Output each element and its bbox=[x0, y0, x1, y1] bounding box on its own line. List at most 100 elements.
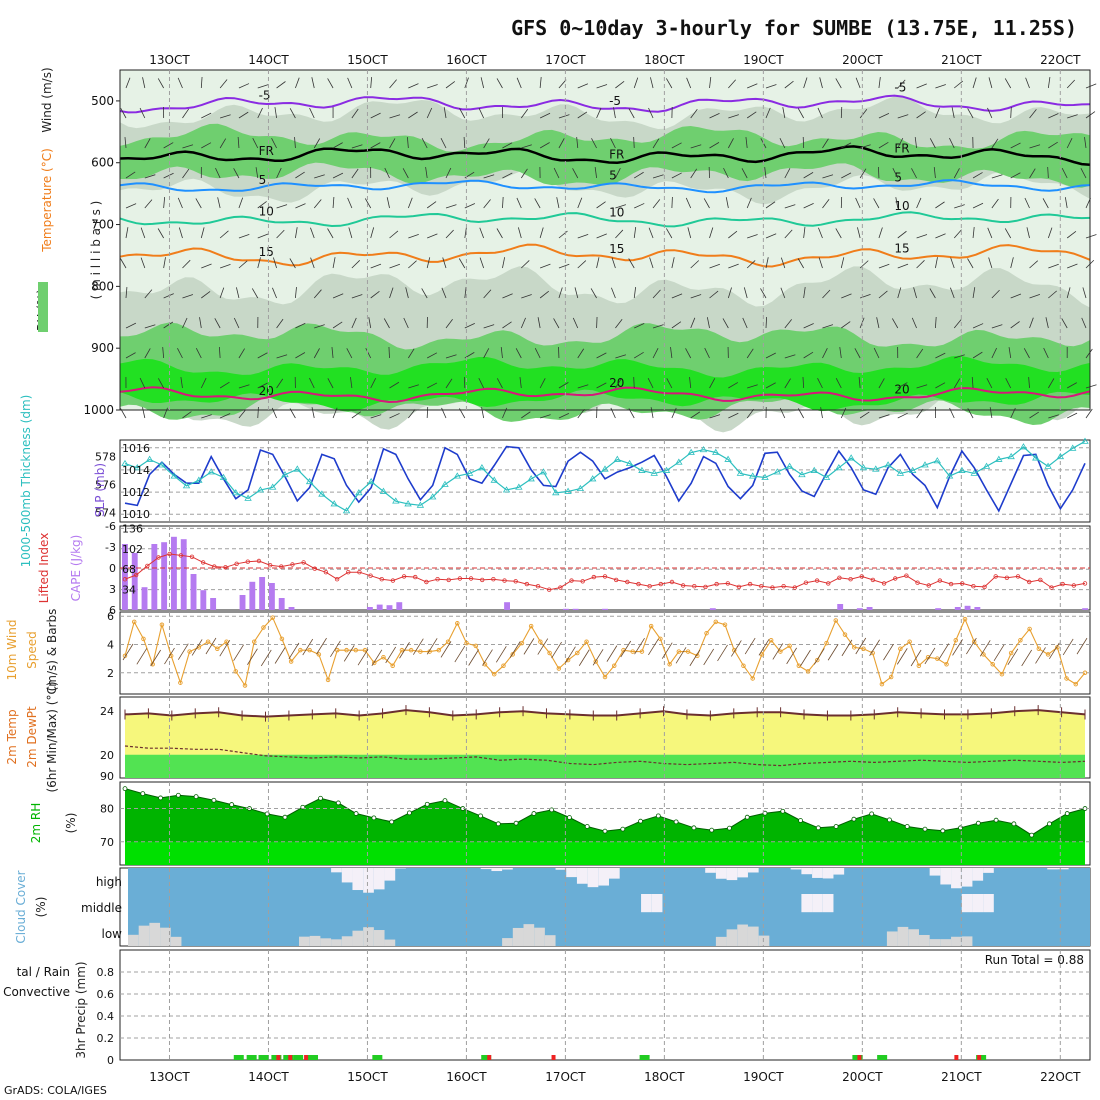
rh2m-marker bbox=[531, 811, 537, 816]
wind-barb bbox=[690, 260, 700, 269]
wind-barb bbox=[689, 649, 701, 667]
cloud-low-block bbox=[940, 939, 952, 946]
wind-barb bbox=[238, 83, 250, 89]
wind-barb bbox=[933, 167, 936, 179]
wind-barb bbox=[1029, 317, 1034, 329]
wind-speed-marker bbox=[141, 636, 146, 642]
wind-barb bbox=[728, 263, 739, 269]
wind-barb bbox=[1066, 287, 1071, 299]
wind-barb bbox=[125, 77, 131, 89]
rh2m-marker bbox=[318, 795, 323, 801]
wind-barb bbox=[332, 197, 335, 209]
x-tick-label: 20OCT bbox=[842, 53, 883, 67]
wind-barb bbox=[502, 142, 513, 149]
wind-barb bbox=[784, 319, 792, 329]
thickness-marker bbox=[798, 470, 806, 478]
li-marker bbox=[457, 576, 463, 581]
thickness-marker bbox=[564, 487, 572, 494]
wind-barb bbox=[201, 414, 212, 419]
isotherm-label: 20 bbox=[259, 384, 274, 398]
cape-bar bbox=[239, 595, 246, 610]
wind-barb bbox=[163, 197, 166, 209]
wind-barb bbox=[483, 324, 495, 329]
wind-barb bbox=[709, 112, 720, 119]
wind-barb bbox=[445, 229, 454, 239]
wind-speed-marker bbox=[205, 639, 211, 644]
cloud-low-block bbox=[384, 939, 396, 946]
wind-barb bbox=[574, 287, 579, 299]
cape-bar bbox=[278, 598, 285, 610]
wind-barb bbox=[408, 348, 415, 359]
wind-barb bbox=[346, 348, 353, 359]
wind-barb bbox=[935, 201, 945, 209]
li-marker bbox=[480, 577, 485, 583]
wind-speed-marker bbox=[491, 671, 497, 677]
li-marker bbox=[558, 585, 563, 590]
wind-barb bbox=[1076, 637, 1088, 655]
wind-barb bbox=[615, 229, 624, 239]
wind-barb bbox=[803, 77, 808, 89]
cape-bar bbox=[151, 544, 158, 610]
thickness-marker bbox=[318, 490, 326, 497]
wind-barb bbox=[1067, 114, 1078, 119]
wind-barb bbox=[878, 263, 890, 269]
wind-barb bbox=[464, 77, 469, 89]
thickness-marker bbox=[970, 469, 978, 476]
li-marker bbox=[826, 581, 831, 586]
rh2m-marker bbox=[353, 811, 359, 816]
wind-speed-marker bbox=[353, 647, 359, 653]
wind-barb bbox=[835, 78, 842, 89]
wind-barb bbox=[125, 352, 136, 359]
thickness-marker bbox=[982, 462, 991, 469]
isotherm-20 bbox=[119, 386, 1091, 404]
wind-barb bbox=[916, 384, 928, 389]
thickness-marker bbox=[170, 472, 178, 479]
wind-barb bbox=[606, 645, 618, 662]
cape-bar bbox=[190, 574, 197, 610]
wind-barb bbox=[596, 382, 607, 389]
cape-bar bbox=[141, 587, 148, 610]
panel-cape-li: 34 68 102 136 -6 -3 0 3 6 Lifted Index CAPE (J/kg) bbox=[37, 520, 1091, 617]
li-marker bbox=[401, 574, 407, 579]
li-marker bbox=[234, 561, 239, 566]
thickness-marker bbox=[232, 489, 240, 496]
cloud-middle-gap bbox=[961, 894, 973, 913]
wind-barb bbox=[577, 111, 588, 119]
wind-barb bbox=[633, 136, 635, 149]
thickness-axis-label: 1000-500mb Thickness (dm) bbox=[19, 395, 33, 568]
thickness-marker bbox=[810, 466, 818, 473]
wind-barb bbox=[780, 287, 786, 299]
wind-barb bbox=[427, 84, 438, 89]
wind-barb bbox=[991, 174, 1003, 179]
li-marker bbox=[524, 581, 530, 587]
wind-barb bbox=[272, 287, 277, 299]
thickness-marker bbox=[625, 459, 634, 467]
thickness-marker bbox=[1081, 437, 1089, 444]
wind-barb bbox=[857, 227, 861, 239]
wind-barb bbox=[746, 197, 752, 209]
wind-barb bbox=[709, 142, 720, 149]
wind-barb bbox=[744, 637, 756, 655]
wind-speed-marker bbox=[362, 647, 368, 653]
rh2m-marker bbox=[958, 825, 963, 831]
wind-barb bbox=[784, 168, 791, 179]
wind-barb bbox=[276, 81, 286, 89]
x-tick-label: 17OCT bbox=[545, 53, 586, 67]
panel-upper-air: 500 600 700 800 900 1000 -5 -5 -5 FR FR FR 5 5 5 10 10 10… bbox=[35, 67, 1097, 433]
thickness-marker bbox=[773, 468, 782, 475]
cape-bar bbox=[288, 607, 295, 610]
y-tick-label: 6 bbox=[107, 610, 114, 623]
wind-barb bbox=[309, 377, 315, 389]
wind-speed-marker bbox=[639, 649, 645, 654]
wind-barb bbox=[163, 257, 166, 269]
wind-axis-label: 10m Wind bbox=[5, 620, 19, 681]
y-tick-label-right: 68 bbox=[122, 563, 136, 576]
precip-total-bar bbox=[246, 1055, 257, 1060]
wind-barb bbox=[634, 637, 645, 655]
wind-barb bbox=[1049, 642, 1060, 660]
wind-barb bbox=[257, 257, 261, 269]
wind-barb bbox=[764, 167, 767, 179]
cloud-high-gap bbox=[833, 868, 845, 875]
wind-barb bbox=[891, 318, 899, 329]
y-tick-label-left: -3 bbox=[105, 541, 116, 554]
